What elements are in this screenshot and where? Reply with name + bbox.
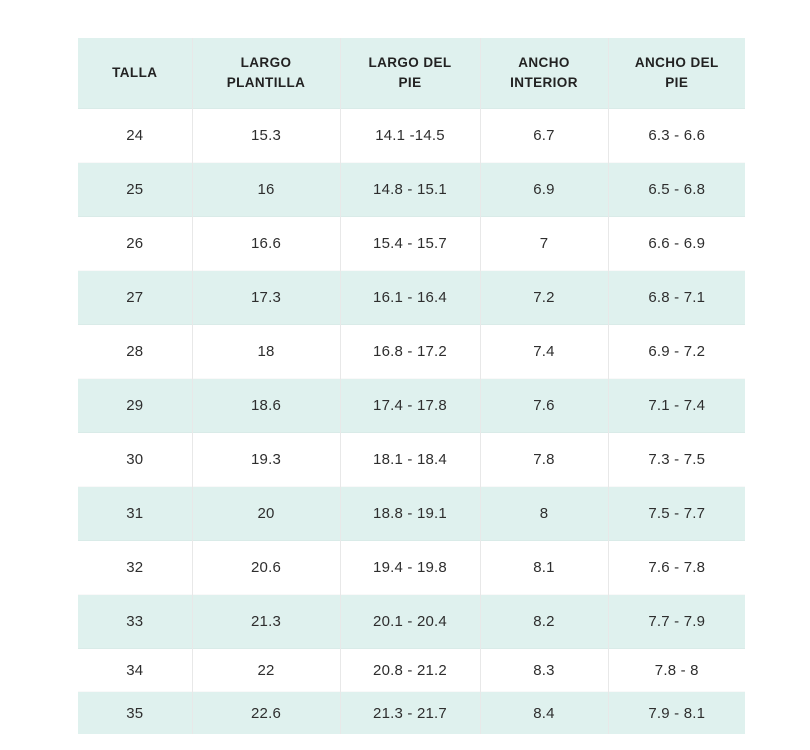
table-row: 35 22.6 21.3 - 21.7 8.4 7.9 - 8.1 xyxy=(78,691,745,734)
table-cell: 20.1 - 20.4 xyxy=(339,594,480,649)
table-cell: 25 xyxy=(78,162,192,217)
table-cell: 7.8 - 8 xyxy=(607,648,745,692)
table-cell: 33 xyxy=(78,594,192,649)
table-cell: 15.3 xyxy=(191,108,340,163)
table-cell: 22.6 xyxy=(191,691,340,734)
table-cell: 21.3 xyxy=(191,594,340,649)
table-cell: 24 xyxy=(78,108,192,163)
table-row: 34 22 20.8 - 21.2 8.3 7.8 - 8 xyxy=(78,648,745,692)
table-cell: 17.4 - 17.8 xyxy=(339,378,480,433)
table-cell: 29 xyxy=(78,378,192,433)
table-cell: 20 xyxy=(191,486,340,541)
table-cell: 7.6 xyxy=(479,378,608,433)
table-cell: 19.3 xyxy=(191,432,340,487)
table-cell: 8.2 xyxy=(479,594,608,649)
table-cell: 35 xyxy=(78,691,192,734)
table-cell: 31 xyxy=(78,486,192,541)
table-cell: 26 xyxy=(78,216,192,271)
table-cell: 14.1 -14.5 xyxy=(339,108,480,163)
table-cell: 18.1 - 18.4 xyxy=(339,432,480,487)
table-cell: 22 xyxy=(191,648,340,692)
table-cell: 7.6 - 7.8 xyxy=(607,540,745,595)
table-row: 30 19.3 18.1 - 18.4 7.8 7.3 - 7.5 xyxy=(78,432,745,487)
table-cell: 16.6 xyxy=(191,216,340,271)
size-chart-table: TALLA LARGO PLANTILLA LARGO DEL PIE ANCH… xyxy=(78,38,745,734)
table-cell: 6.6 - 6.9 xyxy=(607,216,745,271)
table-cell: 18 xyxy=(191,324,340,379)
table-row: 33 21.3 20.1 - 20.4 8.2 7.7 - 7.9 xyxy=(78,594,745,649)
table-cell: 16.1 - 16.4 xyxy=(339,270,480,325)
table-cell: 7.1 - 7.4 xyxy=(607,378,745,433)
table-cell: 30 xyxy=(78,432,192,487)
table-cell: 16 xyxy=(191,162,340,217)
table-cell: 28 xyxy=(78,324,192,379)
column-header-talla: TALLA xyxy=(78,38,192,109)
table-cell: 27 xyxy=(78,270,192,325)
table-cell: 7 xyxy=(479,216,608,271)
table-cell: 18.6 xyxy=(191,378,340,433)
column-header-largo-del-pie: LARGO DEL PIE xyxy=(339,38,480,109)
table-cell: 16.8 - 17.2 xyxy=(339,324,480,379)
header-row: TALLA LARGO PLANTILLA LARGO DEL PIE ANCH… xyxy=(78,38,745,109)
table-row: 28 18 16.8 - 17.2 7.4 6.9 - 7.2 xyxy=(78,324,745,379)
column-header-ancho-interior: ANCHO INTERIOR xyxy=(479,38,608,109)
table-cell: 17.3 xyxy=(191,270,340,325)
table-cell: 19.4 - 19.8 xyxy=(339,540,480,595)
table-cell: 6.5 - 6.8 xyxy=(607,162,745,217)
table-cell: 7.4 xyxy=(479,324,608,379)
table-row: 29 18.6 17.4 - 17.8 7.6 7.1 - 7.4 xyxy=(78,378,745,433)
table-cell: 20.6 xyxy=(191,540,340,595)
table-cell: 8.3 xyxy=(479,648,608,692)
table-body: 24 15.3 14.1 -14.5 6.7 6.3 - 6.6 25 16 14.8 - 1… xyxy=(78,108,745,734)
column-header-largo-plantilla: LARGO PLANTILLA xyxy=(191,38,340,109)
table-row: 24 15.3 14.1 -14.5 6.7 6.3 - 6.6 xyxy=(78,108,745,163)
table-cell: 21.3 - 21.7 xyxy=(339,691,480,734)
column-header-ancho-del-pie: ANCHO DEL PIE xyxy=(607,38,745,109)
table-cell: 32 xyxy=(78,540,192,595)
table-cell: 6.3 - 6.6 xyxy=(607,108,745,163)
table-cell: 7.9 - 8.1 xyxy=(607,691,745,734)
table-cell: 34 xyxy=(78,648,192,692)
table-cell: 14.8 - 15.1 xyxy=(339,162,480,217)
table-cell: 18.8 - 19.1 xyxy=(339,486,480,541)
table-cell: 20.8 - 21.2 xyxy=(339,648,480,692)
table-row: 31 20 18.8 - 19.1 8 7.5 - 7.7 xyxy=(78,486,745,541)
table-cell: 6.7 xyxy=(479,108,608,163)
table-cell: 7.8 xyxy=(479,432,608,487)
table-cell: 15.4 - 15.7 xyxy=(339,216,480,271)
table-cell: 7.2 xyxy=(479,270,608,325)
table-cell: 6.8 - 7.1 xyxy=(607,270,745,325)
table-cell: 7.5 - 7.7 xyxy=(607,486,745,541)
table-row: 32 20.6 19.4 - 19.8 8.1 7.6 - 7.8 xyxy=(78,540,745,595)
table-row: 27 17.3 16.1 - 16.4 7.2 6.8 - 7.1 xyxy=(78,270,745,325)
table-cell: 6.9 xyxy=(479,162,608,217)
table-cell: 7.3 - 7.5 xyxy=(607,432,745,487)
table-row: 25 16 14.8 - 15.1 6.9 6.5 - 6.8 xyxy=(78,162,745,217)
table-row: 26 16.6 15.4 - 15.7 7 6.6 - 6.9 xyxy=(78,216,745,271)
table-cell: 6.9 - 7.2 xyxy=(607,324,745,379)
table-cell: 7.7 - 7.9 xyxy=(607,594,745,649)
size-chart: TALLA LARGO PLANTILLA LARGO DEL PIE ANCH… xyxy=(78,38,745,734)
table-cell: 8 xyxy=(479,486,608,541)
table-cell: 8.4 xyxy=(479,691,608,734)
table-cell: 8.1 xyxy=(479,540,608,595)
